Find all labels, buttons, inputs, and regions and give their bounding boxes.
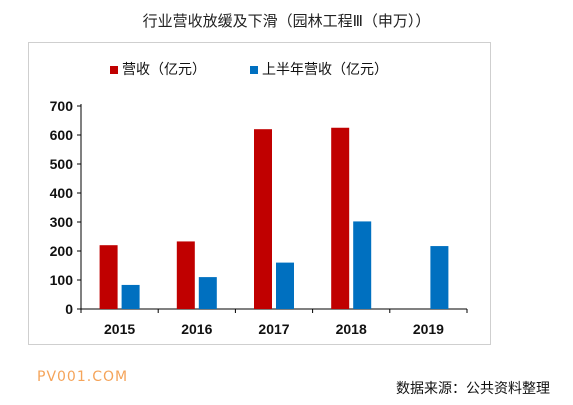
y-tick-label: 200 xyxy=(50,243,74,259)
bar-half-year-revenue xyxy=(276,262,294,309)
chart-frame xyxy=(28,42,491,345)
source-note: 数据来源：公共资料整理 xyxy=(396,381,550,397)
x-tick-label: 2015 xyxy=(104,321,135,337)
y-tick-label: 700 xyxy=(50,98,74,114)
legend-label: 营收（亿元） xyxy=(122,62,206,78)
y-tick-label: 400 xyxy=(50,185,74,201)
bar-half-year-revenue xyxy=(430,246,449,309)
x-tick-label: 2019 xyxy=(413,321,444,337)
bar-revenue xyxy=(254,129,272,309)
bar-revenue xyxy=(176,241,195,309)
bar-half-year-revenue xyxy=(198,277,217,309)
legend-swatch xyxy=(250,66,258,74)
bar-revenue xyxy=(331,127,350,309)
y-tick-label: 0 xyxy=(65,301,73,317)
legend-swatch xyxy=(110,66,118,74)
y-tick-label: 600 xyxy=(50,127,74,143)
y-tick-label: 100 xyxy=(50,272,74,288)
x-tick-label: 2016 xyxy=(181,321,212,337)
x-tick-label: 2017 xyxy=(258,321,289,337)
y-tick-label: 500 xyxy=(50,156,74,172)
bar-revenue xyxy=(99,245,118,309)
x-tick-label: 2018 xyxy=(336,321,367,337)
bar-half-year-revenue xyxy=(121,284,140,309)
chart-title: 行业营收放缓及下滑（园林工程Ⅲ（申万）） xyxy=(142,12,431,30)
bar-half-year-revenue xyxy=(353,221,372,309)
legend-label: 上半年营收（亿元） xyxy=(262,62,388,78)
y-tick-label: 300 xyxy=(50,214,74,230)
watermark: PV001.COM xyxy=(37,369,129,385)
